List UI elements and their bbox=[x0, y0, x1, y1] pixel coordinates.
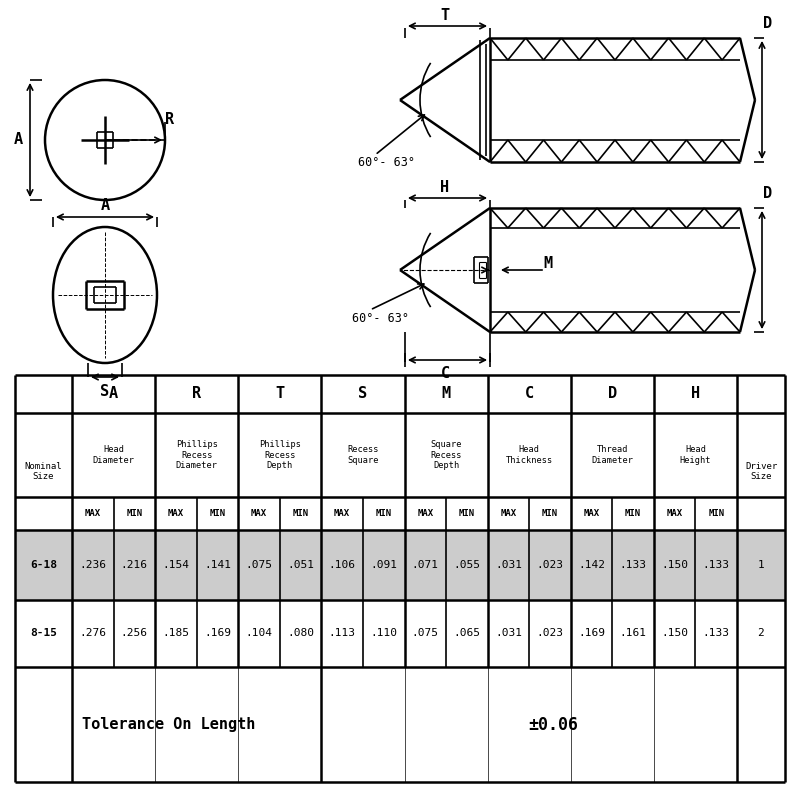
Text: C: C bbox=[525, 386, 534, 402]
Text: MIN: MIN bbox=[126, 509, 142, 518]
Text: .023: .023 bbox=[537, 629, 563, 638]
Text: .075: .075 bbox=[246, 560, 273, 570]
Text: Nominal
Size: Nominal Size bbox=[25, 462, 62, 481]
Text: D: D bbox=[608, 386, 617, 402]
Text: R: R bbox=[192, 386, 202, 402]
Text: .055: .055 bbox=[454, 560, 480, 570]
Text: .150: .150 bbox=[661, 560, 688, 570]
Text: MAX: MAX bbox=[251, 509, 267, 518]
Text: .023: .023 bbox=[537, 560, 563, 570]
Text: S: S bbox=[101, 383, 110, 398]
Text: .236: .236 bbox=[79, 560, 106, 570]
Text: A: A bbox=[109, 386, 118, 402]
Text: Square
Recess
Depth: Square Recess Depth bbox=[430, 440, 462, 470]
Text: H: H bbox=[691, 386, 700, 402]
Text: 6-18: 6-18 bbox=[30, 560, 57, 570]
Text: M: M bbox=[543, 257, 553, 271]
Text: MAX: MAX bbox=[85, 509, 101, 518]
Text: MAX: MAX bbox=[583, 509, 599, 518]
Text: .133: .133 bbox=[619, 560, 646, 570]
Text: .051: .051 bbox=[287, 560, 314, 570]
Text: .142: .142 bbox=[578, 560, 605, 570]
Text: A: A bbox=[101, 198, 110, 213]
Text: .110: .110 bbox=[370, 629, 398, 638]
Text: MAX: MAX bbox=[418, 509, 434, 518]
Text: R: R bbox=[166, 113, 174, 127]
Text: MIN: MIN bbox=[708, 509, 724, 518]
Text: .276: .276 bbox=[79, 629, 106, 638]
Text: .031: .031 bbox=[495, 560, 522, 570]
Text: S: S bbox=[358, 386, 367, 402]
Text: D: D bbox=[763, 186, 773, 202]
Text: MAX: MAX bbox=[334, 509, 350, 518]
Text: M: M bbox=[442, 386, 450, 402]
Text: .075: .075 bbox=[412, 629, 438, 638]
Text: MAX: MAX bbox=[500, 509, 517, 518]
Text: Head
Diameter: Head Diameter bbox=[93, 446, 134, 465]
Text: .133: .133 bbox=[702, 629, 730, 638]
Text: .091: .091 bbox=[370, 560, 398, 570]
Text: .150: .150 bbox=[661, 629, 688, 638]
Text: Phillips
Recess
Diameter: Phillips Recess Diameter bbox=[176, 440, 218, 470]
Text: .113: .113 bbox=[329, 629, 356, 638]
Text: ±0.06: ±0.06 bbox=[528, 715, 578, 734]
Text: .141: .141 bbox=[204, 560, 231, 570]
Text: .169: .169 bbox=[204, 629, 231, 638]
Text: .185: .185 bbox=[162, 629, 190, 638]
Text: C: C bbox=[441, 366, 450, 382]
Text: Thread
Diameter: Thread Diameter bbox=[591, 446, 634, 465]
Text: 1: 1 bbox=[758, 560, 764, 570]
Text: .065: .065 bbox=[454, 629, 480, 638]
Text: .031: .031 bbox=[495, 629, 522, 638]
Text: MIN: MIN bbox=[625, 509, 641, 518]
Text: MAX: MAX bbox=[666, 509, 682, 518]
Text: H: H bbox=[441, 181, 450, 195]
Text: MIN: MIN bbox=[210, 509, 226, 518]
Text: .169: .169 bbox=[578, 629, 605, 638]
Bar bbox=[15, 530, 785, 600]
Text: Tolerance On Length: Tolerance On Length bbox=[82, 717, 255, 732]
Text: .256: .256 bbox=[121, 629, 148, 638]
Text: Recess
Square: Recess Square bbox=[347, 446, 378, 465]
Text: Head
Height: Head Height bbox=[680, 446, 711, 465]
Text: Head
Thickness: Head Thickness bbox=[506, 446, 553, 465]
Text: MIN: MIN bbox=[376, 509, 392, 518]
Text: 60°- 63°: 60°- 63° bbox=[358, 155, 415, 169]
Text: MAX: MAX bbox=[168, 509, 184, 518]
Text: T: T bbox=[441, 9, 450, 23]
Text: T: T bbox=[275, 386, 284, 402]
Text: MIN: MIN bbox=[542, 509, 558, 518]
Text: .133: .133 bbox=[702, 560, 730, 570]
Text: .161: .161 bbox=[619, 629, 646, 638]
Text: MIN: MIN bbox=[293, 509, 309, 518]
Text: .104: .104 bbox=[246, 629, 273, 638]
Text: A: A bbox=[14, 133, 22, 147]
Text: .071: .071 bbox=[412, 560, 438, 570]
Text: D: D bbox=[763, 17, 773, 31]
Text: 60°- 63°: 60°- 63° bbox=[352, 311, 409, 325]
Text: 8-15: 8-15 bbox=[30, 629, 57, 638]
Text: MIN: MIN bbox=[458, 509, 475, 518]
Text: 2: 2 bbox=[758, 629, 764, 638]
Text: .106: .106 bbox=[329, 560, 356, 570]
Text: Phillips
Recess
Depth: Phillips Recess Depth bbox=[259, 440, 301, 470]
Text: .154: .154 bbox=[162, 560, 190, 570]
Text: .080: .080 bbox=[287, 629, 314, 638]
Text: Driver
Size: Driver Size bbox=[745, 462, 777, 481]
Text: .216: .216 bbox=[121, 560, 148, 570]
